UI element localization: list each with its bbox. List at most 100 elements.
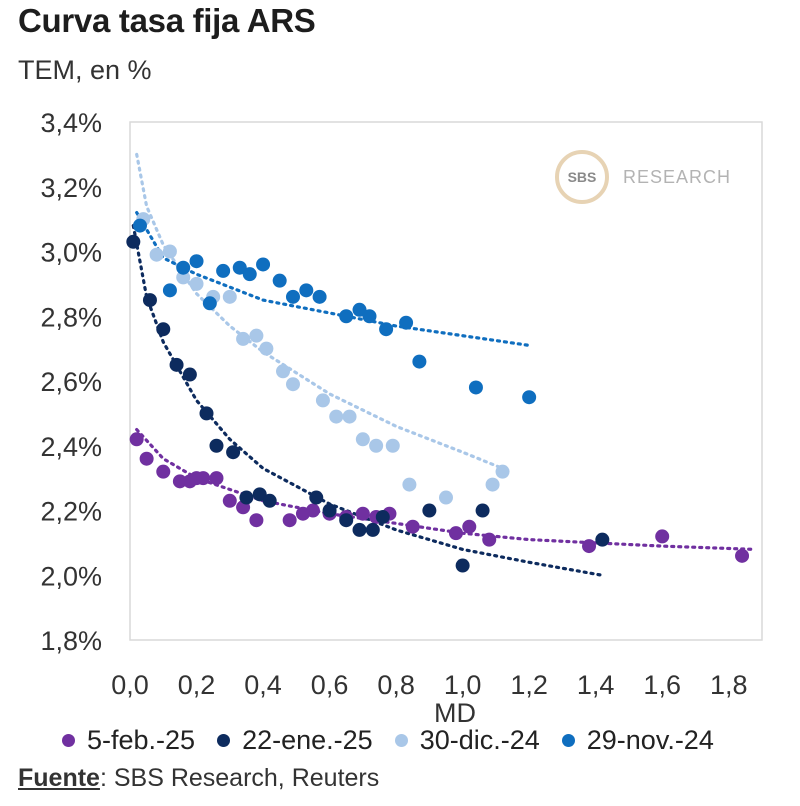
legend-item-22-ene: 22-ene.-25 [217,725,373,756]
data-point-series-3 [379,322,394,337]
data-point-series-3 [132,218,147,233]
legend-item-5-feb: 5-feb.-25 [62,725,195,756]
legend-marker-icon [217,734,231,747]
data-point-series-2 [149,247,164,262]
data-point-series-0 [139,451,154,466]
data-point-series-0 [249,513,264,528]
data-point-series-0 [156,464,171,479]
legend-item-29-nov: 29-nov.-24 [561,725,714,756]
data-point-series-1 [142,293,157,308]
plot-area [129,121,763,641]
chart-title: Curva tasa fija ARS [18,2,316,39]
x-tick-label: 1,6 [643,670,681,700]
data-point-series-0 [735,548,750,563]
data-point-series-2 [285,377,300,392]
data-point-series-0 [209,471,224,486]
data-point-series-1 [455,558,470,573]
data-point-series-2 [276,364,291,379]
data-point-series-1 [262,493,277,508]
trendline-series-0 [135,428,757,551]
source-note: Fuente: SBS Research, Reuters [18,764,379,793]
sbs-logo-icon: SBS [555,150,609,204]
data-point-series-1 [375,509,390,524]
data-point-series-3 [362,309,377,324]
data-point-series-1 [126,234,141,249]
data-point-series-3 [468,380,483,395]
y-tick-label: 3,0% [40,238,102,268]
data-point-series-1 [226,445,241,460]
data-point-series-1 [352,522,367,537]
data-point-series-1 [169,357,184,372]
data-point-series-0 [482,532,497,547]
data-point-series-3 [232,260,247,275]
data-point-series-2 [259,341,274,356]
data-point-series-3 [189,254,204,269]
data-point-series-1 [182,367,197,382]
legend-marker-icon [394,734,408,747]
x-tick-label: 0,8 [377,670,415,700]
data-point-series-1 [209,438,224,453]
legend-label: 5-feb.-25 [87,725,196,755]
x-tick-label: 0,4 [244,670,282,700]
data-point-series-0 [405,519,420,534]
data-point-series-3 [272,273,287,288]
data-point-series-0 [462,519,477,534]
data-point-series-2 [315,393,330,408]
y-tick-label: 3,4% [40,108,102,138]
data-point-series-2 [189,276,204,291]
legend-marker-icon [62,734,75,747]
watermark-text: RESEARCH [623,166,732,187]
chart-subtitle: TEM, en % [18,55,152,85]
data-point-series-1 [595,532,610,547]
data-point-series-3 [412,354,427,369]
data-point-series-2 [176,270,191,285]
x-tick-label: 1,4 [577,670,615,700]
data-point-series-3 [522,390,537,405]
y-tick-label: 2,2% [40,497,102,527]
data-point-series-2 [385,438,400,453]
trendline-series-3 [135,211,531,347]
data-point-series-2 [236,331,251,346]
x-tick-label: 0,0 [111,670,149,700]
data-point-series-3 [176,260,191,275]
data-point-series-2 [485,477,500,492]
x-tick-label: 0,2 [178,670,216,700]
data-point-series-3 [285,289,300,304]
source-text: : SBS Research, Reuters [99,764,380,792]
data-point-series-2 [342,409,357,424]
data-point-series-3 [299,283,314,298]
x-tick-label: 1,8 [710,670,748,700]
x-axis-label: MD [434,698,476,728]
y-tick-label: 3,2% [40,173,102,203]
data-point-series-2 [495,464,510,479]
data-point-series-1 [322,503,337,518]
data-point-series-0 [196,471,211,486]
data-point-series-2 [222,289,237,304]
legend-label: 30-dic.-24 [419,725,540,755]
x-tick-label: 0,6 [311,670,349,700]
data-point-series-0 [129,432,144,447]
legend-label: 22-ene.-25 [242,725,373,755]
data-point-series-2 [249,328,264,343]
data-point-series-1 [309,490,324,505]
data-point-series-3 [202,296,217,311]
y-tick-label: 2,0% [40,561,102,591]
data-point-series-1 [156,322,171,337]
y-tick-label: 1,8% [40,626,102,656]
data-point-series-1 [199,406,214,421]
data-point-series-3 [242,267,257,282]
data-point-series-0 [355,506,370,521]
sbs-research-watermark: SBS RESEARCH [555,150,731,204]
data-point-series-0 [448,526,463,541]
data-point-series-3 [352,302,367,317]
data-point-series-0 [582,539,597,554]
y-tick-label: 2,4% [40,432,102,462]
data-point-series-2 [402,477,417,492]
data-point-series-1 [239,490,254,505]
x-tick-label: 1,0 [444,670,482,700]
data-point-series-0 [172,474,187,489]
source-label: Fuente [18,764,100,792]
data-point-series-2 [162,244,177,259]
data-point-series-0 [282,513,297,528]
